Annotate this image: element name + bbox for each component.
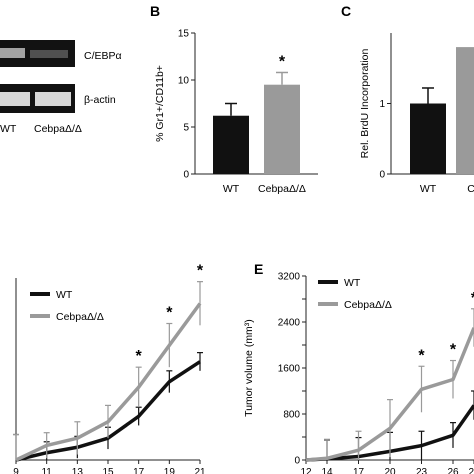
gel-band (0, 48, 25, 58)
x-tick-label: 28 (468, 467, 474, 474)
y-tick-label: 0 (183, 170, 189, 181)
bar-1 (264, 84, 300, 174)
y-tick-label: 0 (379, 170, 385, 181)
x-tick-label: 19 (164, 467, 176, 474)
y-tick-label: 10 (178, 76, 190, 87)
y-axis-label: % Gr1+/CD11b+ (154, 65, 166, 142)
lane-label-cebpa: CebpaΔ/Δ (34, 123, 82, 135)
x-tick-label: 26 (447, 467, 459, 474)
x-tick-label: 20 (384, 467, 396, 474)
bar-1 (456, 47, 474, 174)
x-tick-label: 15 (102, 467, 114, 474)
panel-a: C/EBPα β-actin WT CebpaΔ/Δ (0, 40, 122, 135)
x-category-label: Ce (467, 183, 474, 195)
lane-label-wt: WT (0, 123, 17, 135)
bar-0 (213, 115, 249, 174)
significance-star: * (279, 53, 286, 70)
x-category-label: WT (420, 183, 437, 195)
series-line-1 (305, 327, 474, 462)
x-tick-label: 12 (300, 467, 312, 474)
significance-star: * (418, 347, 425, 364)
x-tick-label: 14 (321, 467, 333, 474)
y-tick-label: 1 (379, 99, 385, 110)
y-tick-label: 5 (183, 123, 189, 134)
panel-letter-b: B (150, 3, 160, 19)
panel-b-chart: 0 5 10 15 WT * CebpaΔ/Δ % Gr1+/CD11b+ (154, 29, 318, 195)
y-tick-label: 2400 (278, 318, 301, 329)
x-tick-label: 21 (194, 467, 206, 474)
x-tick-label: 17 (353, 467, 365, 474)
legend-label-0: WT (56, 289, 73, 301)
panel-c-chart: 0 1 WT Ce Rel. BrdU Incorporation (359, 33, 474, 195)
bar-0 (410, 103, 446, 174)
x-tick-label: 13 (72, 467, 84, 474)
gel-band (30, 50, 68, 58)
y-tick-label: 1600 (278, 364, 301, 375)
gel-band (0, 92, 30, 106)
x-category-label: CebpaΔ/Δ (258, 183, 306, 195)
x-tick-label: 11 (41, 467, 52, 474)
y-tick-label: 3200 (278, 272, 301, 283)
significance-star: * (450, 342, 457, 359)
x-tick-label: 23 (416, 467, 428, 474)
gel-label-actin: β-actin (84, 94, 116, 106)
y-tick-label: 800 (283, 410, 300, 421)
legend-label-1: CebpaΔ/Δ (56, 311, 104, 323)
panel-letter-e: E (254, 261, 263, 277)
y-axis-label: Tumor volume (mm³) (243, 319, 255, 417)
legend-label-0: WT (344, 277, 361, 289)
series-line-1 (15, 302, 202, 462)
significance-star: * (471, 290, 474, 307)
x-tick-label: 17 (133, 467, 145, 474)
gel-label-cebpa: C/EBPα (84, 50, 122, 62)
y-tick-label: 15 (178, 29, 190, 40)
panel-e-chart: 12 14 17 20 23 26 28 0 800 1600 2400 3200 * * * WT Cebpa… (243, 272, 474, 474)
legend-label-1: CebpaΔ/Δ (344, 299, 392, 311)
panel-letter-c: C (341, 3, 351, 19)
significance-star: * (197, 263, 204, 280)
y-tick-label: 0 (294, 456, 300, 467)
x-tick-label: 9 (13, 467, 19, 474)
significance-star: * (136, 348, 143, 365)
gel-band (35, 92, 71, 106)
x-category-label: WT (223, 183, 240, 195)
y-axis-label: Rel. BrdU Incorporation (359, 48, 371, 158)
significance-star: * (166, 305, 173, 322)
